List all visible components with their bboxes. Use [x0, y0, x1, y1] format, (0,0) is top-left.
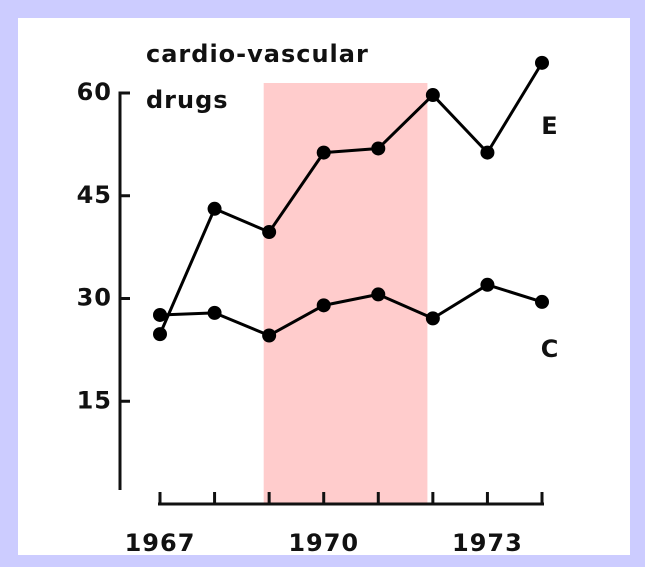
y-tick-label: 15 [77, 386, 112, 414]
chart-title: drugs [146, 86, 229, 114]
data-point [480, 277, 495, 292]
data-point [207, 305, 222, 320]
data-point [371, 141, 386, 156]
y-tick-label: 30 [77, 284, 112, 312]
data-point [535, 294, 549, 309]
highlight-band [263, 83, 428, 504]
x-tick-label: 1973 [452, 529, 523, 557]
data-point [153, 307, 167, 322]
data-point [153, 327, 167, 342]
series-line [159, 283, 543, 337]
chart-title: cardio-vascular [146, 40, 369, 68]
data-point [480, 145, 495, 160]
data-point [535, 55, 549, 70]
data-point [425, 88, 440, 103]
x-tick-label: 1967 [125, 529, 196, 557]
data-point [262, 328, 277, 343]
data-point [371, 287, 386, 302]
data-point [425, 311, 440, 326]
y-tick-label: 45 [77, 181, 112, 209]
data-point [316, 145, 331, 160]
data-point [262, 225, 277, 240]
data-point [207, 201, 222, 216]
data-point [316, 298, 331, 313]
series-line [158, 62, 544, 335]
series-label: C [541, 335, 560, 363]
y-tick-label: 60 [77, 78, 112, 106]
x-tick-label: 1970 [288, 529, 359, 557]
series-label: E [541, 112, 558, 140]
